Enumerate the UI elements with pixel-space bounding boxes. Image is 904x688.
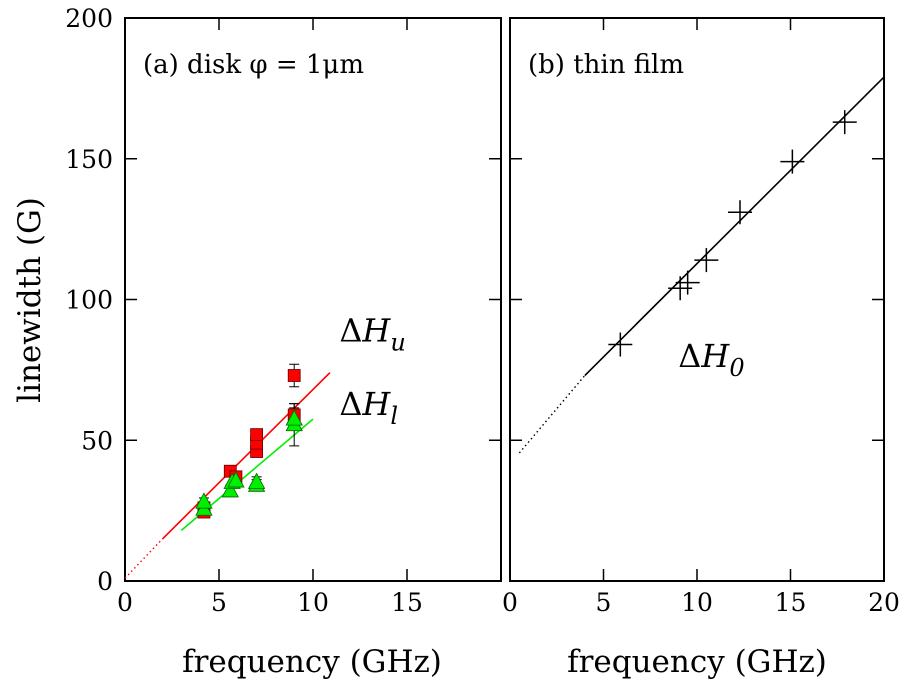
data-point-plus bbox=[694, 248, 719, 273]
data-point-plus bbox=[728, 200, 753, 225]
data-point-square bbox=[250, 428, 264, 442]
data-point-plus bbox=[675, 270, 700, 295]
panel-b-x-axis-title: frequency (GHz) bbox=[567, 644, 827, 680]
panel-b-markers bbox=[608, 110, 857, 357]
y-tick-label: 150 bbox=[65, 145, 113, 174]
panel-a-label: (a) disk φ = 1μm bbox=[143, 50, 364, 80]
data-point-plus bbox=[608, 332, 633, 357]
panel-b-annotations: ΔH0 bbox=[678, 337, 744, 382]
annotation-label: ΔHu bbox=[339, 312, 405, 357]
x-tick-label: 20 bbox=[868, 588, 900, 617]
data-point-plus bbox=[668, 276, 693, 301]
x-tick-label: 10 bbox=[681, 588, 713, 617]
fit-line-extrapolation bbox=[518, 375, 586, 454]
data-point-square bbox=[287, 369, 301, 382]
data-point-plus bbox=[832, 110, 857, 135]
x-tick-label: 5 bbox=[211, 588, 227, 617]
panel-b-frame bbox=[509, 17, 885, 582]
data-point-plus bbox=[780, 149, 805, 174]
data-point-triangle bbox=[227, 471, 245, 488]
fit-line-extrapolation bbox=[124, 538, 164, 579]
data-point-triangle bbox=[247, 472, 266, 489]
annotation-label: ΔH0 bbox=[678, 337, 744, 382]
x-tick-label: 5 bbox=[596, 588, 612, 617]
panel-a-x-axis-title: frequency (GHz) bbox=[182, 644, 442, 680]
x-tick-label: 15 bbox=[775, 588, 807, 617]
y-axis-title: linewidth (G) bbox=[12, 197, 48, 403]
data-point-triangle bbox=[195, 492, 213, 509]
y-tick-label: 50 bbox=[81, 426, 113, 455]
panel-b-ticks bbox=[509, 17, 885, 582]
x-tick-label: 0 bbox=[117, 588, 133, 617]
fit-line bbox=[162, 372, 331, 540]
panel-a-error-bars bbox=[198, 363, 300, 517]
panel-b-tick-labels: 0 5 10 15 20 bbox=[502, 588, 900, 617]
y-tick-label: 200 bbox=[65, 4, 113, 33]
annotation-label: ΔHl bbox=[339, 385, 398, 430]
panel-a-markers bbox=[195, 369, 303, 519]
panel-a-ticks bbox=[124, 17, 502, 582]
x-tick-label: 15 bbox=[391, 588, 423, 617]
panel-b-label: (b) thin film bbox=[528, 50, 684, 80]
data-point-triangle bbox=[221, 481, 239, 498]
panel-b-thin-film: 0 5 10 15 20 (b) thin film ΔH0 frequency (GH… bbox=[502, 17, 900, 680]
fit-line bbox=[584, 76, 885, 377]
data-point-triangle bbox=[285, 409, 303, 426]
y-tick-label: 0 bbox=[97, 567, 113, 596]
y-tick-label: 100 bbox=[65, 286, 113, 315]
panel-a-frame bbox=[124, 17, 502, 582]
x-tick-label: 10 bbox=[297, 588, 329, 617]
panel-a-annotations: ΔHu ΔHl bbox=[339, 312, 405, 430]
x-tick-label: 0 bbox=[502, 588, 518, 617]
panel-b-fit-lines bbox=[518, 76, 885, 454]
